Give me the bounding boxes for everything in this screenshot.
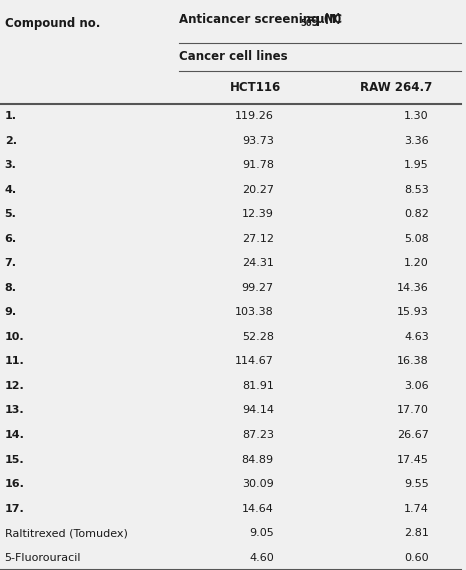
Text: 9.05: 9.05 bbox=[249, 528, 274, 538]
Text: 16.38: 16.38 bbox=[397, 356, 429, 367]
Text: 11.: 11. bbox=[5, 356, 24, 367]
Text: 1.: 1. bbox=[5, 111, 17, 121]
Text: 2.: 2. bbox=[5, 136, 17, 145]
Text: 9.: 9. bbox=[5, 307, 17, 317]
Text: 17.: 17. bbox=[5, 504, 24, 514]
Text: 94.14: 94.14 bbox=[242, 405, 274, 416]
Text: 99.27: 99.27 bbox=[242, 283, 274, 293]
Text: 0.82: 0.82 bbox=[404, 209, 429, 219]
Text: RAW 264.7: RAW 264.7 bbox=[360, 81, 432, 93]
Text: 1.20: 1.20 bbox=[404, 258, 429, 268]
Text: 15.93: 15.93 bbox=[397, 307, 429, 317]
Text: 12.: 12. bbox=[5, 381, 24, 391]
Text: 10.: 10. bbox=[5, 332, 24, 342]
Text: 16.: 16. bbox=[5, 479, 25, 489]
Text: Cancer cell lines: Cancer cell lines bbox=[179, 51, 288, 63]
Text: 4.: 4. bbox=[5, 185, 17, 194]
Text: 93.73: 93.73 bbox=[242, 136, 274, 145]
Text: 6.: 6. bbox=[5, 234, 17, 244]
Text: 17.45: 17.45 bbox=[397, 454, 429, 465]
Text: 4.63: 4.63 bbox=[404, 332, 429, 342]
Text: 14.36: 14.36 bbox=[397, 283, 429, 293]
Text: 1.74: 1.74 bbox=[404, 504, 429, 514]
Text: 14.64: 14.64 bbox=[242, 504, 274, 514]
Text: 114.67: 114.67 bbox=[235, 356, 274, 367]
Text: 2.81: 2.81 bbox=[404, 528, 429, 538]
Text: 27.12: 27.12 bbox=[242, 234, 274, 244]
Text: 8.: 8. bbox=[5, 283, 17, 293]
Text: 1.95: 1.95 bbox=[404, 160, 429, 170]
Text: Anticancer screening (IC: Anticancer screening (IC bbox=[179, 13, 343, 26]
Text: 0.60: 0.60 bbox=[404, 553, 429, 563]
Text: 15.: 15. bbox=[5, 454, 24, 465]
Text: 4.60: 4.60 bbox=[249, 553, 274, 563]
Text: 12.39: 12.39 bbox=[242, 209, 274, 219]
Text: 3.06: 3.06 bbox=[404, 381, 429, 391]
Text: 119.26: 119.26 bbox=[235, 111, 274, 121]
Text: HCT116: HCT116 bbox=[230, 81, 281, 93]
Text: Raltitrexed (Tomudex): Raltitrexed (Tomudex) bbox=[5, 528, 128, 538]
Text: 50: 50 bbox=[300, 19, 312, 28]
Text: 5-Fluorouracil: 5-Fluorouracil bbox=[5, 553, 81, 563]
Text: 84.89: 84.89 bbox=[242, 454, 274, 465]
Text: 24.31: 24.31 bbox=[242, 258, 274, 268]
Text: 5.08: 5.08 bbox=[404, 234, 429, 244]
Text: Compound no.: Compound no. bbox=[5, 18, 100, 30]
Text: 20.27: 20.27 bbox=[242, 185, 274, 194]
Text: 87.23: 87.23 bbox=[242, 430, 274, 440]
Text: 81.91: 81.91 bbox=[242, 381, 274, 391]
Text: 13.: 13. bbox=[5, 405, 24, 416]
Text: 52.28: 52.28 bbox=[242, 332, 274, 342]
Text: =μM): =μM) bbox=[307, 13, 343, 26]
Text: 26.67: 26.67 bbox=[397, 430, 429, 440]
Text: 14.: 14. bbox=[5, 430, 25, 440]
Text: 3.36: 3.36 bbox=[404, 136, 429, 145]
Text: 8.53: 8.53 bbox=[404, 185, 429, 194]
Text: 91.78: 91.78 bbox=[242, 160, 274, 170]
Text: 7.: 7. bbox=[5, 258, 17, 268]
Text: 9.55: 9.55 bbox=[404, 479, 429, 489]
Text: 3.: 3. bbox=[5, 160, 16, 170]
Text: 17.70: 17.70 bbox=[397, 405, 429, 416]
Text: 5.: 5. bbox=[5, 209, 16, 219]
Text: 1.30: 1.30 bbox=[404, 111, 429, 121]
Text: 30.09: 30.09 bbox=[242, 479, 274, 489]
Text: 103.38: 103.38 bbox=[235, 307, 274, 317]
